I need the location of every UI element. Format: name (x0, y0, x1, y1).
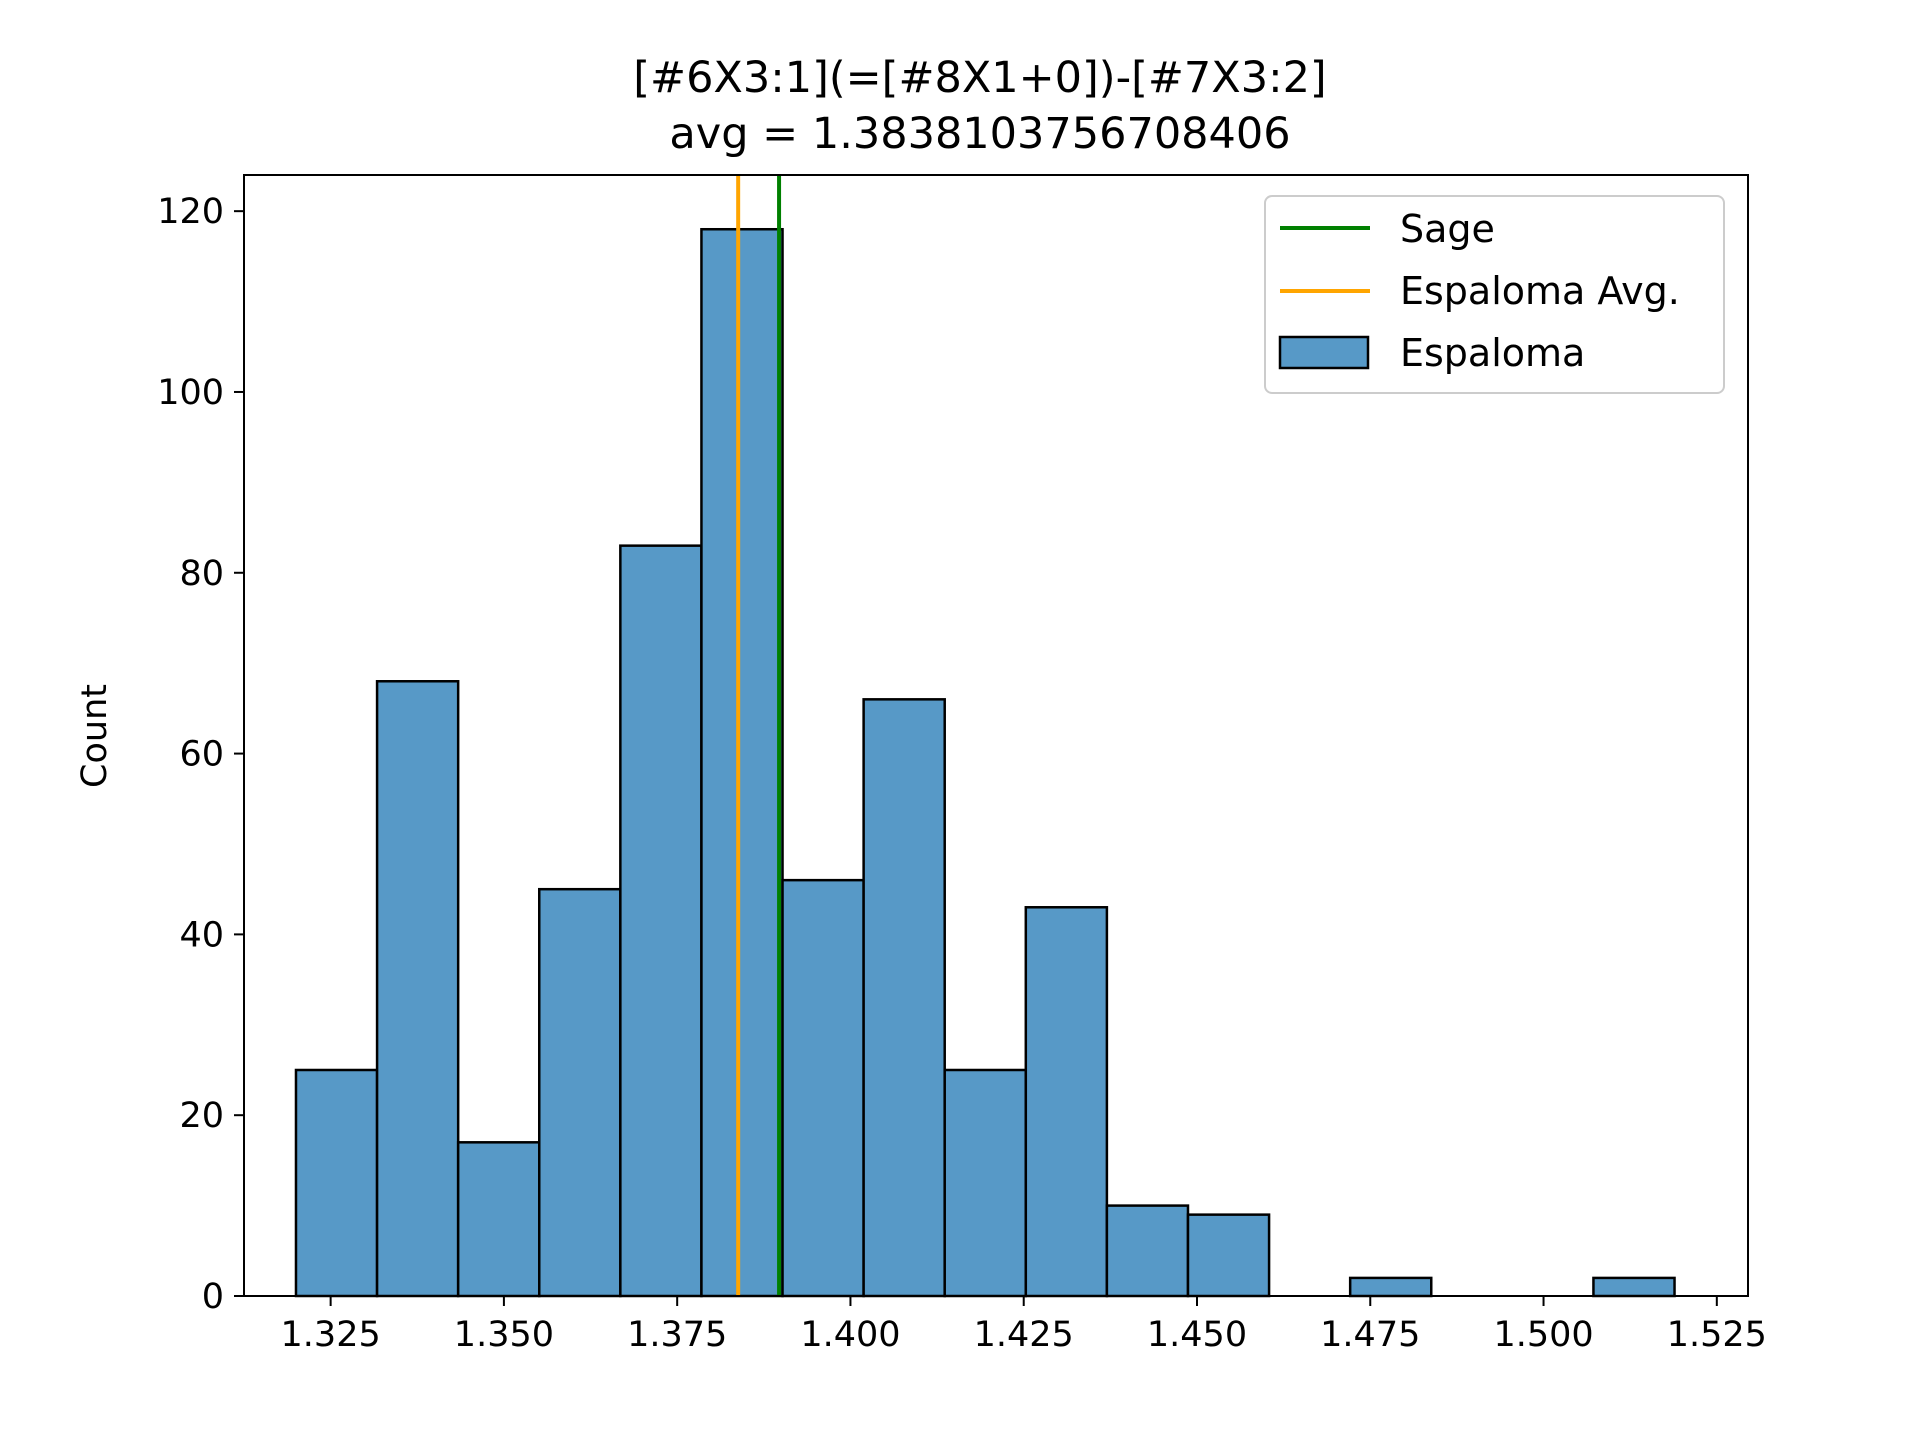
histogram-bar (538, 887, 622, 1298)
y-tick-label: 120 (157, 192, 224, 232)
plot-area-frame (243, 174, 1749, 1297)
histogram-bar (619, 544, 703, 1298)
legend-label-espaloma-avg: Espaloma Avg. (1400, 269, 1680, 313)
y-tick-label: 100 (157, 373, 224, 413)
legend-label-sage: Sage (1400, 207, 1495, 251)
x-tick-label: 1.375 (627, 1315, 727, 1355)
histogram-bar (294, 1068, 379, 1298)
y-tick-label: 40 (179, 915, 224, 955)
histogram-bars (294, 227, 1676, 1298)
x-tick-label: 1.475 (1320, 1315, 1420, 1355)
histogram-bar (1186, 1213, 1271, 1298)
reference-lines (736, 175, 782, 1296)
x-tick-label: 1.450 (1147, 1315, 1247, 1355)
histogram-bar (1592, 1276, 1676, 1298)
legend-label-espaloma: Espaloma (1400, 331, 1585, 375)
legend: Sage Espaloma Avg. Espaloma (1264, 195, 1725, 394)
legend-patch-espaloma (1278, 335, 1370, 370)
x-tick-label: 1.500 (1493, 1315, 1593, 1355)
y-tick-label: 20 (179, 1096, 224, 1136)
x-tick-label: 1.350 (454, 1315, 554, 1355)
x-tick-label: 1.325 (281, 1315, 381, 1355)
y-tick-label: 0 (202, 1277, 224, 1317)
histogram-bar (1348, 1276, 1433, 1298)
histogram-bar (1024, 906, 1109, 1298)
histogram-bar (781, 878, 865, 1298)
histogram-bar (700, 227, 784, 1298)
histogram-bar (943, 1068, 1028, 1298)
x-tick-label: 1.425 (974, 1315, 1074, 1355)
y-axis-label: Count (75, 684, 115, 788)
histogram-bar (456, 1141, 541, 1298)
x-tick-label: 1.400 (800, 1315, 900, 1355)
x-tick-label: 1.525 (1667, 1315, 1767, 1355)
histogram-bar (1105, 1204, 1190, 1298)
histogram-bar (862, 698, 946, 1298)
legend-box (1264, 195, 1725, 394)
chart-subtitle: avg = 1.3838103756708406 (669, 109, 1290, 159)
histogram-bar (375, 680, 460, 1298)
x-axis-ticks: 1.325 1.350 1.375 1.400 1.425 1.450 1.475 1.500… (281, 1296, 1767, 1355)
y-tick-label: 60 (179, 735, 224, 775)
y-axis-ticks: 0 20 40 60 80 100 120 (157, 192, 244, 1317)
chart-title: [#6X3:1](=[#8X1+0])-[#7X3:2] (633, 53, 1326, 103)
y-tick-label: 80 (179, 554, 224, 594)
